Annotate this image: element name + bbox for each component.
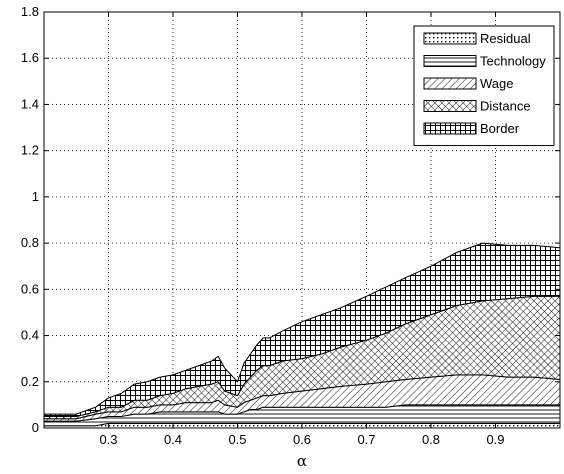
legend-swatch-technology — [423, 55, 477, 67]
y-tick-label: 0.8 — [21, 235, 39, 250]
legend-label-technology: Technology — [480, 54, 546, 69]
x-axis-label: α — [297, 452, 307, 470]
legend-swatch-wage — [423, 77, 477, 90]
y-tick-label: 0.2 — [21, 374, 39, 389]
y-tick-label: 1.4 — [21, 96, 39, 111]
x-tick-label: 0.4 — [164, 432, 182, 447]
y-tick-label: 0.4 — [21, 328, 39, 343]
x-tick-label: 0.5 — [228, 432, 246, 447]
x-tick-label: 0.3 — [99, 432, 117, 447]
legend: Residual Technology Wage Distance Border — [413, 25, 555, 146]
legend-swatch-distance — [423, 100, 477, 112]
y-tick-label: 1.6 — [21, 50, 39, 65]
legend-label-distance: Distance — [480, 99, 531, 114]
x-tick-label: 0.6 — [293, 432, 311, 447]
x-tick-label: 0.8 — [422, 432, 440, 447]
y-tick-label: 1.2 — [21, 143, 39, 158]
y-tick-label: 1 — [32, 189, 39, 204]
x-tick-label: 0.9 — [486, 432, 504, 447]
area-layers — [43, 242, 561, 429]
legend-label-wage: Wage — [480, 76, 513, 91]
axis-ticks: 0.3 0.4 0.5 0.6 0.7 0.8 0.9 0 0.2 0.4 0.6 0.8 1 1.2 1.… — [21, 4, 560, 447]
x-tick-label: 0.7 — [357, 432, 375, 447]
y-tick-label: 0.6 — [21, 281, 39, 296]
y-tick-label: 0 — [32, 420, 39, 435]
legend-swatch-residual — [423, 32, 477, 45]
legend-label-border: Border — [480, 121, 520, 136]
legend-swatch-border — [423, 122, 477, 135]
grid-lines — [44, 11, 560, 429]
y-tick-label: 1.8 — [21, 4, 39, 19]
legend-label-residual: Residual — [480, 31, 531, 46]
